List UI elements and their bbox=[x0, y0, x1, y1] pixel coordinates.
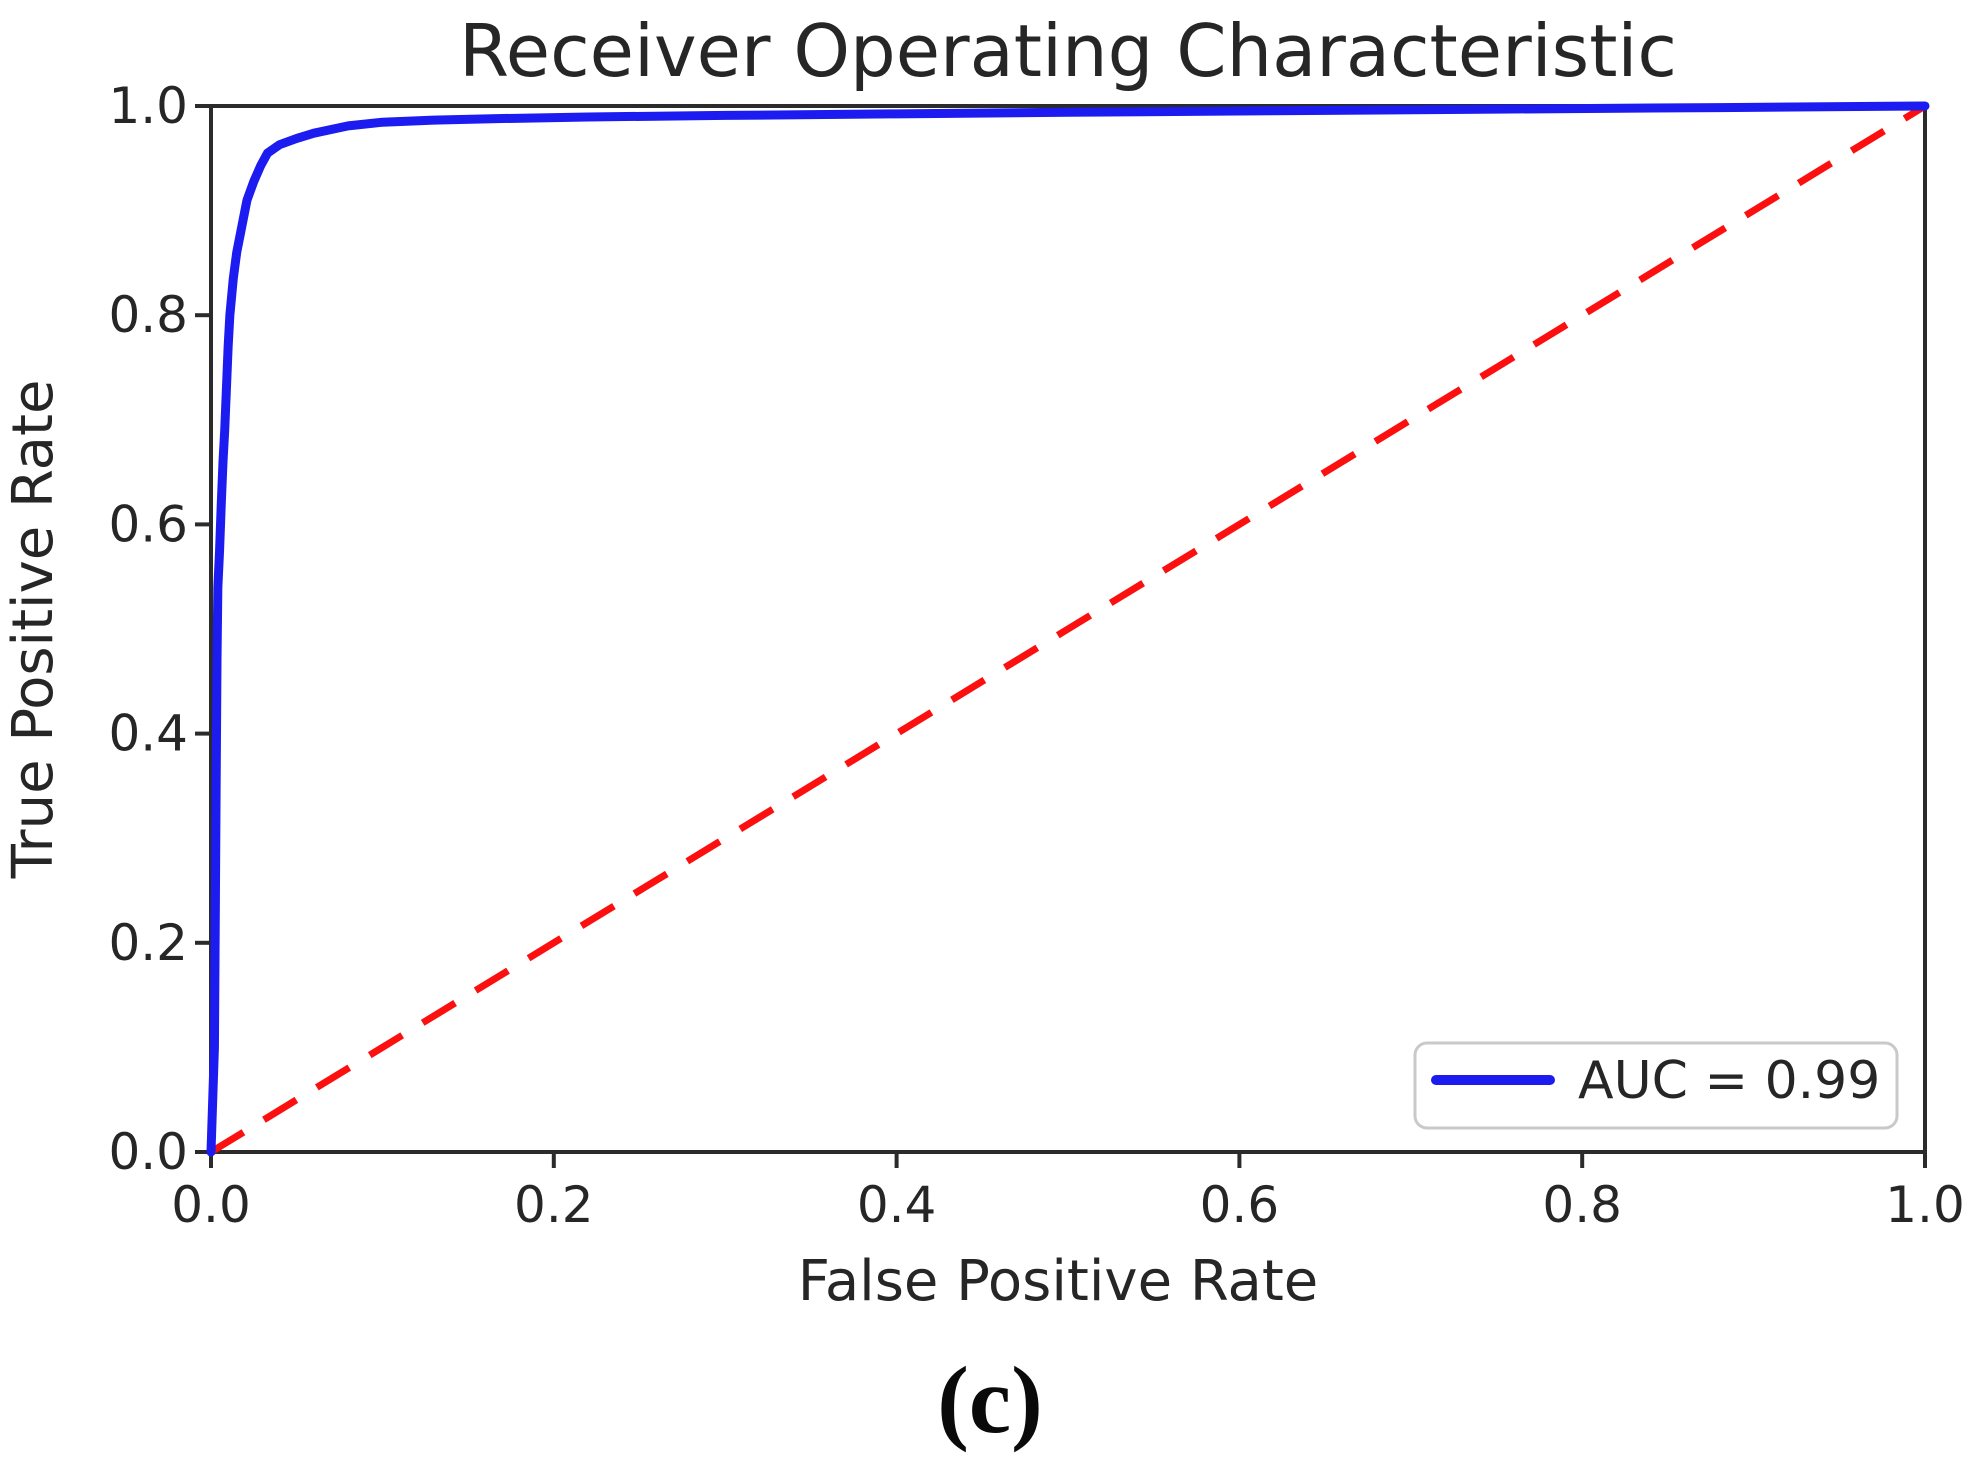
x-tick-label: 1.0 bbox=[1885, 1176, 1965, 1234]
y-tick-label: 1.0 bbox=[108, 77, 188, 135]
x-tick-label: 0.2 bbox=[514, 1176, 594, 1234]
roc-curve-line bbox=[206, 101, 1930, 1157]
y-tick-label: 0.2 bbox=[108, 914, 188, 972]
x-axis-label: False Positive Rate bbox=[798, 1249, 1318, 1314]
y-axis-ticks: 0.0 0.2 0.4 0.6 0.8 1.0 bbox=[108, 77, 211, 1181]
x-tick-label: 0.4 bbox=[857, 1176, 937, 1234]
x-axis-ticks: 0.0 0.2 0.4 0.6 0.8 1.0 bbox=[171, 1152, 1965, 1234]
chance-diagonal-line bbox=[209, 103, 1927, 1155]
y-axis-label: True Positive Rate bbox=[1, 380, 66, 880]
subfigure-caption: (c) bbox=[937, 1347, 1042, 1453]
y-tick-label: 0.0 bbox=[108, 1123, 188, 1181]
y-tick-label: 0.4 bbox=[108, 705, 188, 763]
legend-auc-label: AUC = 0.99 bbox=[1578, 1051, 1880, 1111]
plot-frame bbox=[209, 104, 1927, 1154]
y-tick-label: 0.6 bbox=[108, 495, 188, 553]
x-tick-label: 0.8 bbox=[1542, 1176, 1622, 1234]
x-tick-label: 0.6 bbox=[1200, 1176, 1280, 1234]
chart-title: Receiver Operating Characteristic bbox=[459, 9, 1677, 93]
legend: AUC = 0.99 bbox=[1413, 1041, 1899, 1130]
legend-box bbox=[1413, 1041, 1899, 1130]
y-tick-label: 0.8 bbox=[108, 286, 188, 344]
x-tick-label: 0.0 bbox=[171, 1176, 251, 1234]
